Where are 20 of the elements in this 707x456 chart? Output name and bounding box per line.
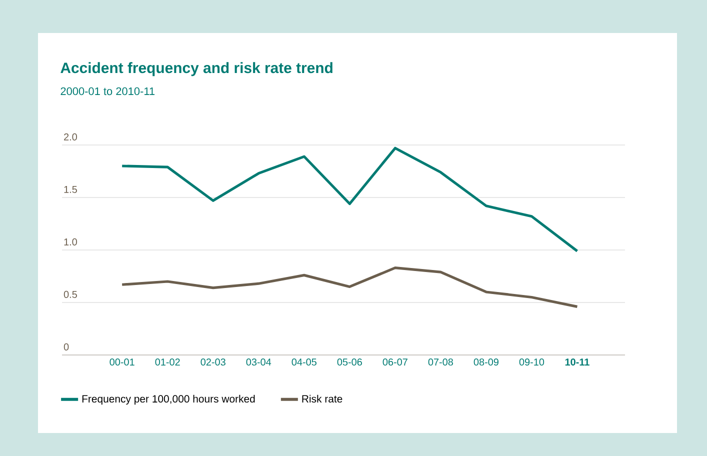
x-tick-label: 00-01: [110, 358, 134, 366]
y-tick-label: 2.0: [64, 133, 77, 140]
x-tick-label: 02-03: [200, 358, 226, 366]
x-tick-label: 05-06: [337, 358, 362, 366]
x-tick-label: 01-02: [155, 358, 180, 366]
x-tick-label: 09-10: [519, 358, 544, 366]
x-tick-label: 04-05: [292, 358, 316, 366]
y-tick-label: 1.5: [64, 186, 77, 193]
y-tick-label: 0: [64, 343, 69, 350]
chart-title: Accident frequency and risk rate trend: [60, 62, 332, 76]
chart-subtitle: 2000-01 to 2010-11: [60, 87, 155, 96]
legend-label: Risk rate: [302, 394, 342, 403]
legend-label: Frequency per 100,000 hours worked: [82, 394, 255, 405]
x-tick-label: 06-07: [382, 358, 408, 366]
y-tick-label: 1.0: [64, 238, 77, 246]
x-tick-label: 03-04: [246, 358, 272, 366]
x-tick-label: 10-11: [565, 358, 590, 366]
x-tick-label: 07-08: [428, 358, 453, 366]
y-tick-label: 0.5: [64, 290, 77, 298]
x-tick-label: 08-09: [474, 358, 498, 366]
